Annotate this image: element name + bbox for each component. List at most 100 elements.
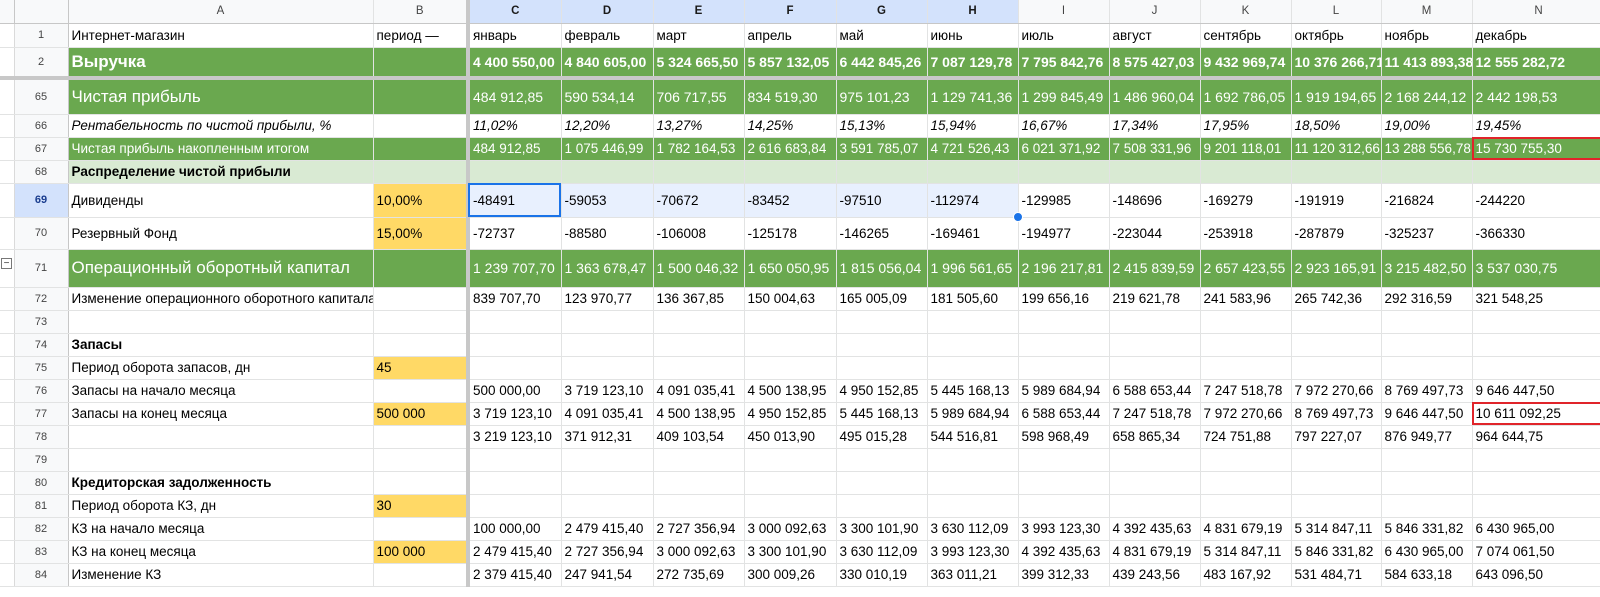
row-header[interactable]: 74 [14,333,69,357]
cell-a2[interactable]: Выручка [68,47,374,80]
row-header[interactable]: 78 [14,425,69,449]
row-header[interactable]: 75 [14,356,69,380]
cell-g83[interactable]: 3 630 112,09 [836,540,928,564]
row-header[interactable]: 67 [14,137,69,161]
cell-f73[interactable] [744,310,837,334]
cell-e82[interactable]: 2 727 356,94 [653,517,745,541]
cell-a70[interactable]: Резервный Фонд [68,217,374,250]
cell-g81[interactable] [836,494,928,518]
cell-d1[interactable]: февраль [561,23,654,48]
cell-e81[interactable] [653,494,745,518]
cell-m67[interactable]: 13 288 556,78 [1381,137,1473,161]
cell-h70[interactable]: -169461 [927,217,1019,250]
cell-d77[interactable]: 4 091 035,41 [561,402,654,426]
cell-h84[interactable]: 363 011,21 [927,563,1019,587]
cell-e66[interactable]: 13,27% [653,114,745,138]
cell-l1[interactable]: октябрь [1291,23,1382,48]
column-header-i[interactable]: I [1018,0,1110,24]
cell-k69[interactable]: -169279 [1200,183,1292,218]
cell-i71[interactable]: 2 196 217,81 [1018,249,1110,288]
cell-c72[interactable]: 839 707,70 [468,287,562,311]
cell-g69[interactable]: -97510 [836,183,928,218]
cell-j80[interactable] [1109,471,1201,495]
cell-g65[interactable]: 975 101,23 [836,78,928,115]
cell-e70[interactable]: -106008 [653,217,745,250]
cell-i73[interactable] [1018,310,1110,334]
cell-d67[interactable]: 1 075 446,99 [561,137,654,161]
cell-h69[interactable]: -112974 [927,183,1019,218]
column-header-e[interactable]: E [653,0,745,24]
cell-f81[interactable] [744,494,837,518]
row-header[interactable]: 68 [14,160,69,184]
cell-f72[interactable]: 150 004,63 [744,287,837,311]
cell-n66[interactable]: 19,45% [1472,114,1600,138]
cell-a84[interactable]: Изменение КЗ [68,563,374,587]
cell-e69[interactable]: -70672 [653,183,745,218]
cell-g73[interactable] [836,310,928,334]
cell-a83[interactable]: КЗ на конец месяца [68,540,374,564]
cell-b2[interactable] [373,47,470,80]
cell-j74[interactable] [1109,333,1201,357]
fill-handle[interactable] [1013,212,1023,222]
cell-h71[interactable]: 1 996 561,65 [927,249,1019,288]
cell-i83[interactable]: 4 392 435,63 [1018,540,1110,564]
cell-d71[interactable]: 1 363 678,47 [561,249,654,288]
row-header[interactable]: 69 [14,183,69,218]
row-header[interactable]: 2 [14,47,69,80]
cell-a1[interactable]: Интернет-магазин [68,23,374,48]
cell-j75[interactable] [1109,356,1201,380]
cell-i75[interactable] [1018,356,1110,380]
cell-k76[interactable]: 7 247 518,78 [1200,379,1292,403]
cell-n83[interactable]: 7 074 061,50 [1472,540,1600,564]
cell-h78[interactable]: 544 516,81 [927,425,1019,449]
cell-n75[interactable] [1472,356,1600,380]
cell-f77[interactable]: 4 950 152,85 [744,402,837,426]
cell-k83[interactable]: 5 314 847,11 [1200,540,1292,564]
cell-j77[interactable]: 7 247 518,78 [1109,402,1201,426]
row-header[interactable]: 80 [14,471,69,495]
cell-d66[interactable]: 12,20% [561,114,654,138]
cell-e78[interactable]: 409 103,54 [653,425,745,449]
cell-i68[interactable] [1018,160,1110,184]
cell-n76[interactable]: 9 646 447,50 [1472,379,1600,403]
cell-b80[interactable] [373,471,470,495]
cell-f75[interactable] [744,356,837,380]
cell-m84[interactable]: 584 633,18 [1381,563,1473,587]
cell-b83[interactable]: 100 000 [373,540,470,564]
cell-k71[interactable]: 2 657 423,55 [1200,249,1292,288]
cell-g74[interactable] [836,333,928,357]
cell-m2[interactable]: 11 413 893,38 [1381,47,1473,80]
cell-m79[interactable] [1381,448,1473,472]
cell-n72[interactable]: 321 548,25 [1472,287,1600,311]
cell-b73[interactable] [373,310,470,334]
cell-b75[interactable]: 45 [373,356,470,380]
column-header-d[interactable]: D [561,0,654,24]
cell-g82[interactable]: 3 300 101,90 [836,517,928,541]
cell-f82[interactable]: 3 000 092,63 [744,517,837,541]
cell-h75[interactable] [927,356,1019,380]
cell-n77[interactable]: 10 611 092,25 [1472,402,1600,426]
cell-m80[interactable] [1381,471,1473,495]
cell-j1[interactable]: август [1109,23,1201,48]
cell-j66[interactable]: 17,34% [1109,114,1201,138]
cell-f1[interactable]: апрель [744,23,837,48]
row-header[interactable]: 76 [14,379,69,403]
cell-j82[interactable]: 4 392 435,63 [1109,517,1201,541]
row-header[interactable]: 72 [14,287,69,311]
cell-h82[interactable]: 3 630 112,09 [927,517,1019,541]
cell-j69[interactable]: -148696 [1109,183,1201,218]
cell-i70[interactable]: -194977 [1018,217,1110,250]
cell-d69[interactable]: -59053 [561,183,654,218]
cell-k66[interactable]: 17,95% [1200,114,1292,138]
cell-i69[interactable]: -129985 [1018,183,1110,218]
cell-k78[interactable]: 724 751,88 [1200,425,1292,449]
cell-c71[interactable]: 1 239 707,70 [468,249,562,288]
cell-f78[interactable]: 450 013,90 [744,425,837,449]
cell-h76[interactable]: 5 445 168,13 [927,379,1019,403]
cell-m65[interactable]: 2 168 244,12 [1381,78,1473,115]
cell-c65[interactable]: 484 912,85 [468,78,562,115]
cell-b67[interactable] [373,137,470,161]
cell-g66[interactable]: 15,13% [836,114,928,138]
cell-d74[interactable] [561,333,654,357]
cell-g76[interactable]: 4 950 152,85 [836,379,928,403]
